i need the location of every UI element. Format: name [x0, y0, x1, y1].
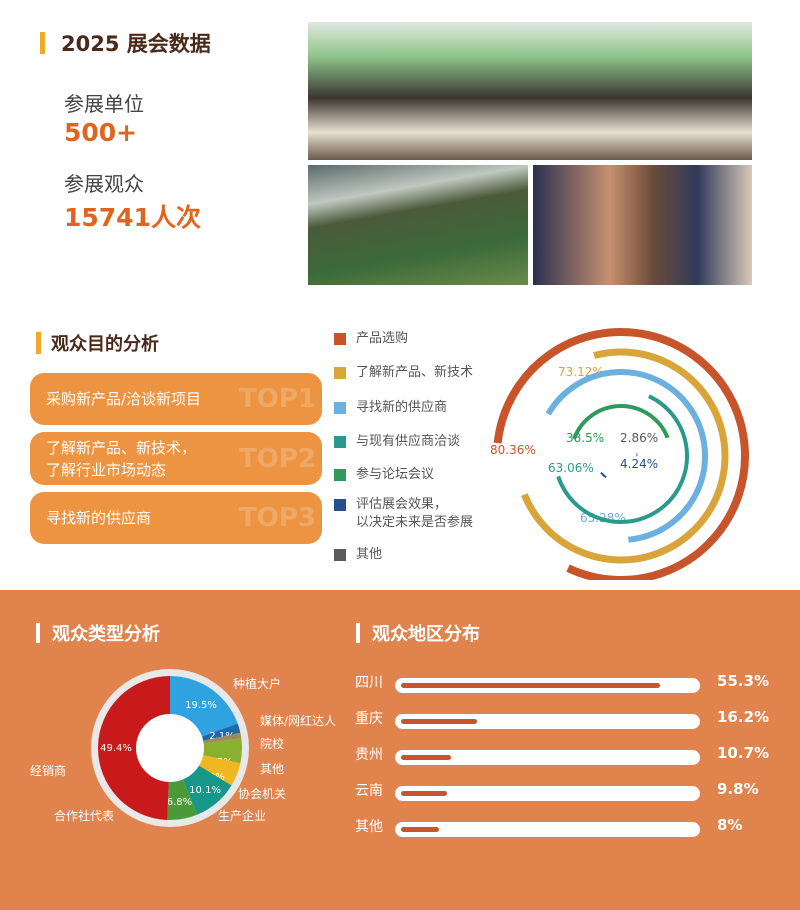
ring-arc [556, 394, 689, 524]
legend-swatch [334, 402, 346, 414]
legend-item: 评估展会效果， 以决定未来是否参展 [334, 496, 473, 532]
legend-item: 产品选购 [334, 330, 408, 348]
type-title: 观众类型分析 [36, 620, 160, 646]
legend-item: 参与论坛会议 [334, 466, 434, 484]
ring-arc [600, 471, 607, 479]
ring-label: 80.36% [490, 443, 536, 457]
donut-slice [97, 676, 170, 820]
slice-value-label: 10.1% [189, 785, 221, 796]
slice-value-label: 49.4% [100, 743, 132, 754]
region-name: 其他 [355, 819, 383, 835]
top3-watermark: TOP3 [239, 503, 316, 533]
legend-label: 产品选购 [356, 331, 409, 346]
legend-label: 参与论坛会议 [356, 467, 435, 482]
purpose-title-text: 观众目的分析 [51, 334, 159, 355]
ring-label: 63.06% [548, 461, 594, 475]
visitors-value: 15741人次 [64, 203, 201, 232]
ring-label: 2.86% [620, 431, 658, 445]
legend-item: 寻找新的供应商 [334, 399, 447, 417]
top2-text: 了解新产品、新技术， 了解行业市场动态 [46, 438, 197, 479]
slice-name-label: 媒体/网红达人 [260, 713, 336, 728]
slice-name-label: 合作社代表 [54, 808, 114, 823]
ring-arc [545, 369, 708, 543]
ring-arc [572, 404, 670, 440]
region-bar-fill [401, 683, 661, 688]
region-bar-fill [401, 791, 447, 796]
slice-name-label: 生产企业 [218, 808, 266, 823]
slice-name-label: 院校 [260, 736, 284, 751]
legend-label: 寻找新的供应商 [356, 400, 448, 415]
exhibitors-label: 参展单位 [64, 92, 144, 116]
legend-label: 了解新产品、新技术 [356, 365, 474, 380]
region-name: 贵州 [355, 747, 383, 763]
region-row: 云南 9.8% [355, 780, 775, 802]
visitors-label: 参展观众 [64, 172, 144, 196]
region-title: 观众地区分布 [356, 620, 480, 646]
top1-watermark: TOP1 [239, 384, 316, 414]
donut-slice [170, 738, 242, 764]
region-row: 其他 8% [355, 816, 775, 838]
legend-item: 其他 [334, 546, 382, 564]
legend-swatch [334, 436, 346, 448]
purpose-radial-chart: 80.36%73.12%65.28%63.06%38.5%4.24%2.86% [490, 328, 749, 580]
slice-name-label: 协会机关 [238, 786, 286, 801]
top2-watermark: TOP2 [239, 443, 316, 474]
type-title-text: 观众类型分析 [52, 624, 160, 645]
region-bar-track [395, 678, 700, 693]
legend-label: 与现有供应商洽谈 [356, 434, 461, 449]
ring-arc [493, 328, 749, 580]
greenhouse-photo [308, 165, 528, 285]
slice-value-label: 19.5% [185, 700, 217, 711]
region-bar-fill [401, 827, 439, 832]
region-bar-fill [401, 755, 452, 760]
ring-arc [521, 348, 729, 564]
region-bar-track [395, 750, 700, 765]
region-bar-track [395, 786, 700, 801]
page-title-text: 2025 展会数据 [61, 32, 211, 56]
slice-name-label: 种植大户 [233, 676, 281, 691]
legend-swatch [334, 499, 346, 511]
region-bar-fill [401, 719, 477, 724]
region-percent: 55.3% [717, 672, 770, 690]
legend-swatch [334, 333, 346, 345]
top3-box: 寻找新的供应商 TOP3 [30, 492, 322, 544]
slice-name-label: 其他 [260, 762, 284, 776]
ring-label: 38.5% [566, 431, 604, 445]
region-percent: 10.7% [717, 744, 770, 762]
legend-swatch [334, 549, 346, 561]
region-row: 重庆 16.2% [355, 708, 775, 730]
legend-swatch [334, 367, 346, 379]
type-donut-chart: 19.5%种植大户2.1%媒体/网红达人1.3%院校5.5%其他5.3%协会机关… [30, 669, 336, 827]
exhibition-crowd-photo [308, 22, 752, 160]
legend-label: 其他 [356, 547, 383, 562]
donut-hole [136, 714, 204, 782]
legend-item: 了解新产品、新技术 [334, 364, 473, 382]
legend-label: 评估展会效果， 以决定未来是否参展 [356, 497, 474, 530]
ring-label: 4.24% [620, 457, 658, 471]
top1-box: 采购新产品/洽谈新项目 TOP1 [30, 373, 322, 425]
region-percent: 8% [717, 816, 743, 834]
slice-value-label: 6.8% [167, 797, 192, 808]
region-name: 重庆 [355, 711, 383, 727]
top1-text: 采购新产品/洽谈新项目 [46, 390, 202, 408]
region-percent: 16.2% [717, 708, 770, 726]
slice-name-label: 经销商 [30, 763, 66, 778]
region-percent: 9.8% [717, 780, 759, 798]
region-name: 云南 [355, 783, 383, 799]
legend-item: 与现有供应商洽谈 [334, 433, 460, 451]
purpose-title: 观众目的分析 [36, 330, 159, 356]
region-bar-track [395, 822, 700, 837]
region-bar-track [395, 714, 700, 729]
slice-value-label: 2.1% [209, 731, 234, 742]
region-row: 贵州 10.7% [355, 744, 775, 766]
audience-photo [533, 165, 752, 285]
region-row: 四川 55.3% [355, 672, 775, 694]
legend-swatch [334, 469, 346, 481]
region-name: 四川 [355, 675, 383, 691]
exhibitors-value: 500+ [64, 118, 138, 147]
region-title-text: 观众地区分布 [372, 624, 480, 645]
page-title: 2025 展会数据 [40, 28, 211, 58]
top3-text: 寻找新的供应商 [46, 509, 152, 527]
top2-box: 了解新产品、新技术， 了解行业市场动态 TOP2 [30, 432, 322, 485]
